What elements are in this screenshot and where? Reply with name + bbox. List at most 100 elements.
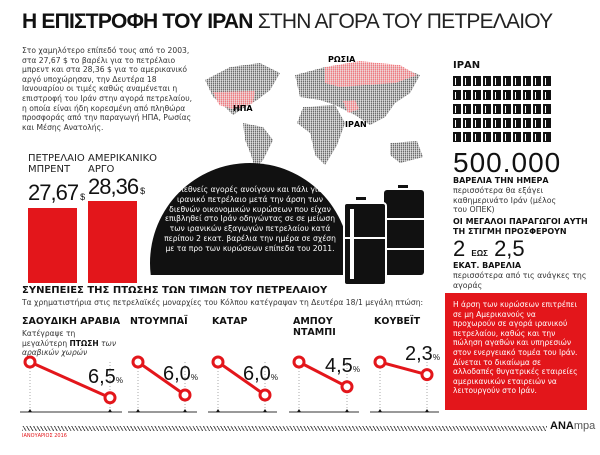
barrel-icon xyxy=(493,75,501,86)
market-end-point xyxy=(420,368,434,382)
drop-value: 6,0 xyxy=(163,363,191,385)
wti-currency: $ xyxy=(140,186,145,196)
barrel-icon xyxy=(523,117,531,128)
barrel-icon xyxy=(523,131,531,142)
barrel-icon xyxy=(453,117,461,128)
barrel-icon-grid xyxy=(453,75,552,142)
logo-light: mpa xyxy=(573,420,596,432)
barrel-icon xyxy=(523,89,531,100)
tick-triangle xyxy=(263,409,267,412)
tick-triangle xyxy=(108,409,112,412)
map-label-russia: ΡΩΣΙΑ xyxy=(328,55,356,64)
barrel-icon xyxy=(463,75,471,86)
barrel-icon xyxy=(533,89,541,100)
wti-value-number: 28,36 xyxy=(88,174,139,199)
market-drop-line xyxy=(379,360,428,377)
barrels-desc: περισσότερα θα εξάγει καθημερινάτο Ιράν … xyxy=(453,186,557,214)
oil-barrels-icon xyxy=(343,185,424,285)
barrel-icon xyxy=(503,75,511,86)
barrels-number: 500.000 xyxy=(453,147,562,178)
range-desc: περισσότερα από τις ανάγκες της αγοράς xyxy=(453,271,587,290)
brent-value-number: 27,67 xyxy=(28,180,79,205)
barrel-icon xyxy=(483,131,491,142)
title-bold: Η ΕΠΙΣΤΡΟΦΗ ΤΟΥ ΙΡΑΝ xyxy=(22,10,253,33)
africa xyxy=(297,105,345,165)
barrel-icon xyxy=(473,117,481,128)
market-drop-label: 4,5% xyxy=(325,355,360,378)
barrel-icon xyxy=(473,75,481,86)
barrel-icon xyxy=(483,117,491,128)
wti-label: ΑΜΕΡΙΚΑΝΙΚΟ ΑΡΓΟ xyxy=(88,153,158,175)
drop-unit: % xyxy=(270,373,278,382)
barrel-icon xyxy=(483,89,491,100)
intro-text: Στο χαμηλότερο επίπεδό τους από το 2003,… xyxy=(22,46,193,132)
barrel-icon xyxy=(543,131,551,142)
barrel-icon xyxy=(463,117,471,128)
iran-highlight xyxy=(343,100,359,113)
wti-value: 28,36 $ xyxy=(88,174,145,200)
drop-value: 6,0 xyxy=(243,363,271,385)
market-drop-charts xyxy=(20,355,439,413)
market-name: ΣΑΟΥΔΙΚΗ ΑΡΑΒΙΑ xyxy=(22,316,121,327)
market-name: ΚΟΥΒΕΪΤ xyxy=(374,316,421,327)
market-drop-line xyxy=(298,360,348,389)
section-heading: ΣΥΝΕΠΕΙΕΣ ΤΗΣ ΠΤΩΣΗΣ ΤΩΝ ΤΙΜΩΝ ΤΟΥ ΠΕΤΡΕ… xyxy=(22,285,328,296)
map-label-iran: ΙΡΑΝ xyxy=(345,120,367,129)
barrel-icon xyxy=(473,89,481,100)
barrel-icon xyxy=(543,103,551,114)
barrel-icon xyxy=(513,89,521,100)
barrel-icon xyxy=(463,131,471,142)
brent-value: 27,67 $ xyxy=(28,180,85,206)
market-start-point xyxy=(292,355,306,369)
barrel-icon xyxy=(483,75,491,86)
market-end-point xyxy=(103,391,117,405)
section-subtitle: Τα χρηματιστήρια στις πετρελαϊκές μοναρχ… xyxy=(22,298,424,307)
barrel-icon xyxy=(533,117,541,128)
brent-currency: $ xyxy=(80,192,85,202)
barrel-icon xyxy=(533,75,541,86)
barrel-icon xyxy=(543,117,551,128)
usa-highlight xyxy=(213,91,255,109)
barrel-icon xyxy=(513,117,521,128)
saudi-note-pre: Κατέγραψε τη μεγαλύτερη xyxy=(22,329,76,348)
barrel-icon xyxy=(453,89,461,100)
barrel-icon xyxy=(483,103,491,114)
barrel-icon xyxy=(493,117,501,128)
barrels-unit: ΒΑΡΕΛΙΑ ΤΗΝ ΗΜΕΡΑ xyxy=(453,176,549,185)
circle-text: Οι διεθνείς αγορές ανοίγουν και πάλι για… xyxy=(164,185,336,253)
barrel-icon xyxy=(503,117,511,128)
barrel-icon xyxy=(473,131,481,142)
tick-triangle xyxy=(216,409,220,412)
market-name: ΚΑΤΑΡ xyxy=(212,316,248,327)
drop-value: 4,5 xyxy=(325,354,353,377)
drop-unit: % xyxy=(115,375,123,385)
barrel-icon xyxy=(523,75,531,86)
market-end-point xyxy=(340,380,354,394)
barrel-icon xyxy=(513,103,521,114)
market-start-point xyxy=(131,355,145,369)
tick-triangle xyxy=(378,409,382,412)
barrel-icon xyxy=(503,131,511,142)
market-drop-label: 6,5% xyxy=(88,366,123,389)
market-drop-label: 2,3% xyxy=(405,343,440,366)
drop-value: 6,5 xyxy=(88,365,116,388)
barrel-icon xyxy=(533,131,541,142)
world-map: ΗΠΑ ΡΩΣΙΑ ΙΡΑΝ xyxy=(205,55,423,169)
market-start-point xyxy=(373,355,387,369)
saudi-note: Κατέγραψε τη μεγαλύτερη ΠΤΩΣΗ των αραβικ… xyxy=(22,329,117,358)
market-drop-line xyxy=(217,360,266,397)
page-title: Η ΕΠΙΣΤΡΟΦΗ ΤΟΥ ΙΡΑΝ ΣΤΗΝ ΑΓΟΡΑ ΤΟΥ ΠΕΤΡ… xyxy=(22,10,592,34)
tick-triangle xyxy=(425,409,429,412)
barrel-icon xyxy=(543,89,551,100)
barrel-icon xyxy=(503,103,511,114)
drop-value: 2,3 xyxy=(405,342,433,365)
barrel-icon xyxy=(453,131,461,142)
range-unit: ΕΚΑΤ. ΒΑΡΕΛΙΑ xyxy=(453,261,522,270)
barrel-icon xyxy=(453,103,461,114)
map-label-usa: ΗΠΑ xyxy=(233,104,253,113)
saudi-note-bold: ΠΤΩΣΗ xyxy=(69,338,99,348)
producers-range: 2 ΕΩΣ 2,5 xyxy=(453,236,525,262)
drop-unit: % xyxy=(432,352,440,362)
sanctions-info-box: Η άρση των κυρώσεων επιτρέπει σε μη Αμερ… xyxy=(445,293,587,410)
market-drop-line xyxy=(29,360,111,400)
